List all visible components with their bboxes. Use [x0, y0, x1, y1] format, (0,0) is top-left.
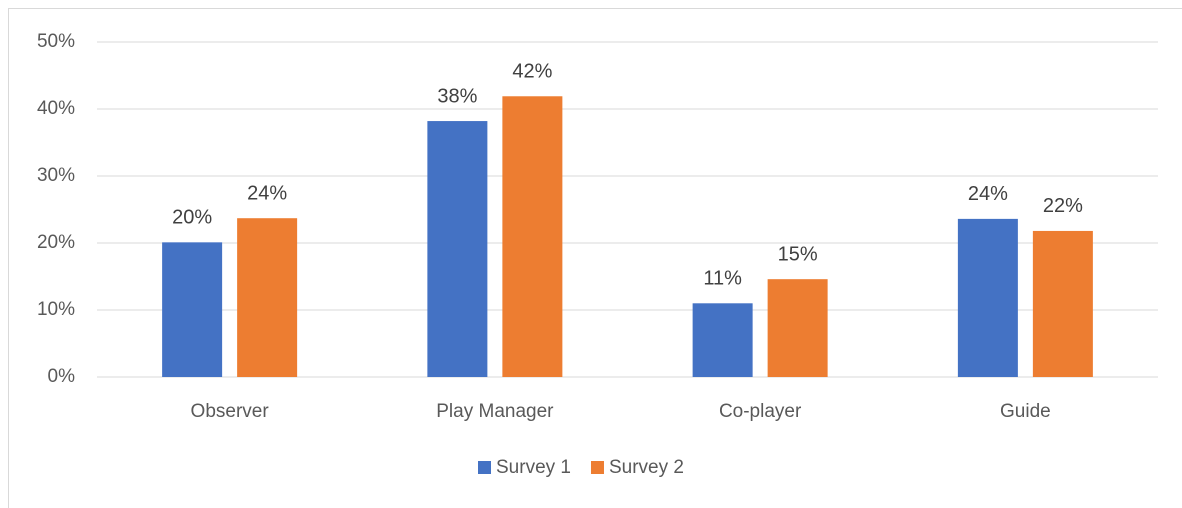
data-label: 20%	[172, 207, 212, 229]
y-tick-label: 40%	[37, 98, 75, 119]
data-label: 38%	[437, 85, 477, 107]
bar	[162, 242, 223, 377]
data-label: 22%	[1043, 195, 1083, 217]
legend-swatch	[478, 461, 491, 474]
data-label: 15%	[778, 243, 818, 265]
chart-border	[8, 8, 1182, 508]
bar	[957, 218, 1018, 377]
legend-label: Survey 1	[496, 457, 571, 478]
y-tick-label: 50%	[37, 31, 75, 52]
bar	[767, 279, 828, 377]
y-tick-label: 20%	[37, 232, 75, 253]
x-tick-label: Observer	[191, 401, 270, 422]
x-tick-label: Guide	[1000, 401, 1051, 422]
x-tick-label: Play Manager	[436, 401, 554, 422]
bar	[502, 96, 563, 378]
legend-swatch	[590, 461, 604, 474]
bar	[692, 303, 753, 377]
data-label: 24%	[247, 182, 287, 204]
data-label: 42%	[512, 61, 552, 83]
data-label: 11%	[703, 268, 742, 290]
y-tick-label: 0%	[48, 366, 76, 387]
bar	[237, 218, 298, 377]
x-tick-label: Co-player	[719, 401, 802, 422]
y-tick-label: 30%	[37, 165, 75, 186]
legend-label: Survey 2	[609, 457, 684, 478]
bar	[427, 121, 488, 377]
bar	[1032, 230, 1093, 377]
y-tick-label: 10%	[37, 299, 75, 320]
data-label: 24%	[968, 183, 1008, 205]
